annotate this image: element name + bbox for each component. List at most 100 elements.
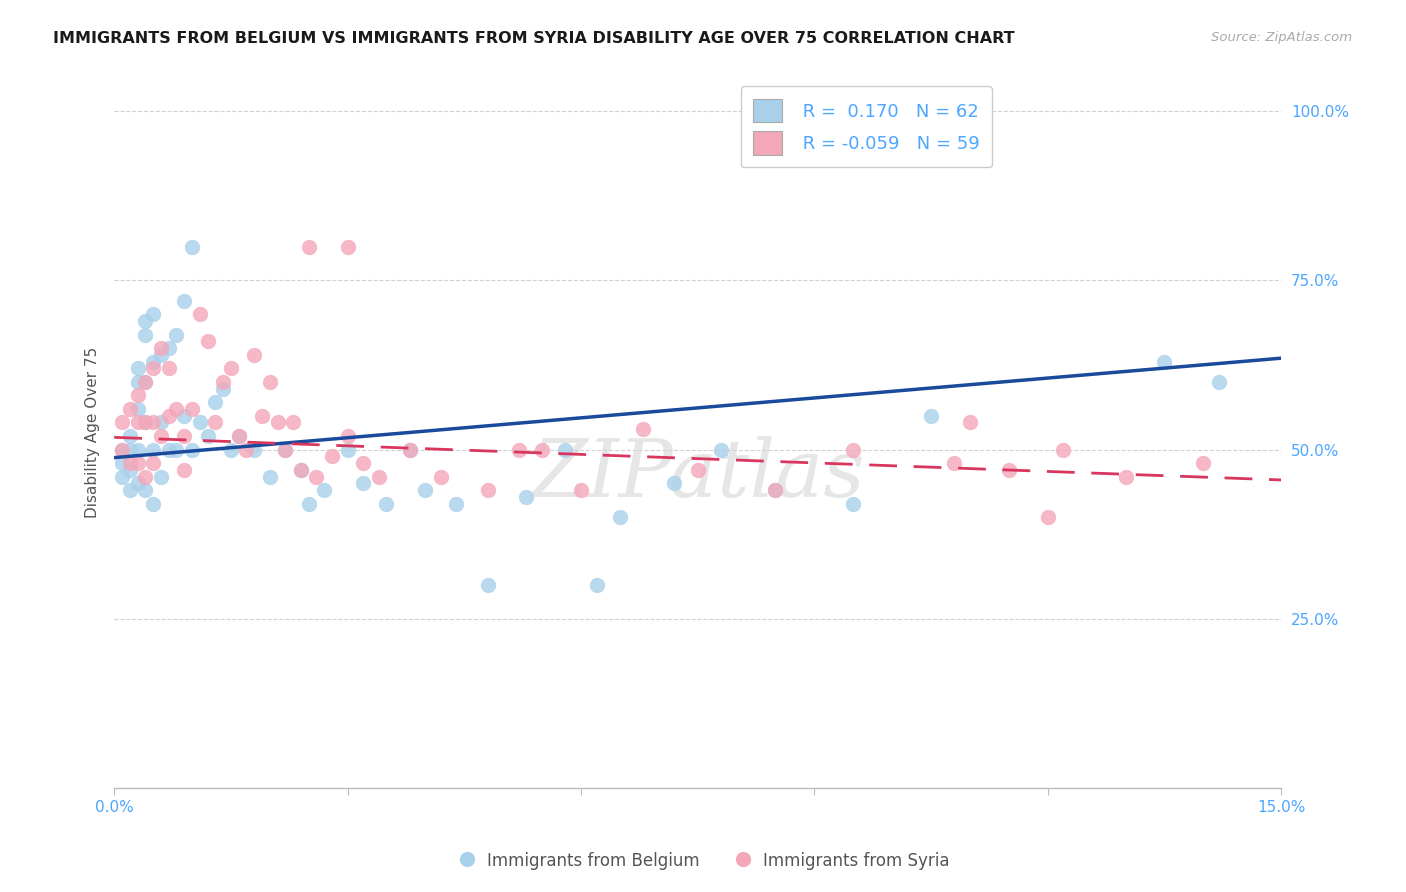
Point bbox=[446, 497, 468, 511]
Point bbox=[842, 497, 865, 511]
Point bbox=[314, 483, 336, 497]
Point bbox=[298, 497, 321, 511]
Point bbox=[204, 395, 226, 409]
Point bbox=[1208, 375, 1230, 389]
Point bbox=[142, 456, 165, 470]
Point bbox=[1153, 354, 1175, 368]
Point bbox=[142, 361, 165, 376]
Point bbox=[188, 307, 211, 321]
Point bbox=[290, 463, 312, 477]
Point bbox=[842, 442, 865, 457]
Point bbox=[149, 416, 172, 430]
Point bbox=[609, 510, 631, 524]
Point bbox=[305, 469, 328, 483]
Point bbox=[1115, 469, 1137, 483]
Point bbox=[134, 469, 156, 483]
Point bbox=[142, 307, 165, 321]
Point bbox=[336, 442, 359, 457]
Point bbox=[336, 239, 359, 253]
Point bbox=[134, 314, 156, 328]
Point bbox=[127, 476, 149, 491]
Point bbox=[111, 442, 134, 457]
Point bbox=[998, 463, 1021, 477]
Point bbox=[250, 409, 273, 423]
Point bbox=[157, 341, 180, 355]
Point bbox=[157, 361, 180, 376]
Point bbox=[554, 442, 576, 457]
Point bbox=[127, 416, 149, 430]
Point bbox=[415, 483, 437, 497]
Point bbox=[118, 483, 141, 497]
Point bbox=[235, 442, 257, 457]
Point bbox=[165, 442, 187, 457]
Point bbox=[281, 416, 304, 430]
Point bbox=[515, 490, 537, 504]
Point bbox=[173, 429, 195, 443]
Point bbox=[1192, 456, 1215, 470]
Point bbox=[173, 463, 195, 477]
Point bbox=[508, 442, 530, 457]
Point bbox=[118, 456, 141, 470]
Point bbox=[118, 429, 141, 443]
Point bbox=[290, 463, 312, 477]
Point bbox=[142, 416, 165, 430]
Point bbox=[118, 463, 141, 477]
Point bbox=[165, 327, 187, 342]
Point bbox=[266, 416, 288, 430]
Point bbox=[212, 375, 235, 389]
Point bbox=[142, 442, 165, 457]
Point bbox=[398, 442, 420, 457]
Point bbox=[569, 483, 592, 497]
Point bbox=[274, 442, 297, 457]
Point bbox=[352, 456, 374, 470]
Point bbox=[142, 354, 165, 368]
Point bbox=[1036, 510, 1059, 524]
Text: IMMIGRANTS FROM BELGIUM VS IMMIGRANTS FROM SYRIA DISABILITY AGE OVER 75 CORRELAT: IMMIGRANTS FROM BELGIUM VS IMMIGRANTS FR… bbox=[53, 31, 1015, 46]
Point bbox=[228, 429, 250, 443]
Point bbox=[149, 429, 172, 443]
Point bbox=[336, 429, 359, 443]
Point bbox=[181, 239, 204, 253]
Point bbox=[765, 483, 787, 497]
Point bbox=[134, 327, 156, 342]
Point bbox=[173, 409, 195, 423]
Point bbox=[127, 401, 149, 416]
Point bbox=[531, 442, 554, 457]
Point bbox=[181, 401, 204, 416]
Point bbox=[142, 497, 165, 511]
Point bbox=[134, 375, 156, 389]
Point bbox=[134, 416, 156, 430]
Point bbox=[188, 416, 211, 430]
Point bbox=[243, 348, 266, 362]
Point bbox=[398, 442, 420, 457]
Point bbox=[943, 456, 966, 470]
Point bbox=[585, 578, 607, 592]
Point bbox=[274, 442, 297, 457]
Point bbox=[430, 469, 453, 483]
Point bbox=[181, 442, 204, 457]
Point bbox=[149, 348, 172, 362]
Point bbox=[173, 293, 195, 308]
Point bbox=[259, 469, 281, 483]
Point bbox=[1052, 442, 1074, 457]
Point bbox=[165, 401, 187, 416]
Point bbox=[664, 476, 686, 491]
Point bbox=[352, 476, 374, 491]
Point bbox=[118, 401, 141, 416]
Text: ZIPatlas: ZIPatlas bbox=[531, 436, 865, 514]
Point bbox=[228, 429, 250, 443]
Text: Source: ZipAtlas.com: Source: ZipAtlas.com bbox=[1212, 31, 1353, 45]
Legend: Immigrants from Belgium, Immigrants from Syria: Immigrants from Belgium, Immigrants from… bbox=[450, 845, 956, 877]
Point bbox=[920, 409, 942, 423]
Point bbox=[157, 409, 180, 423]
Point bbox=[127, 361, 149, 376]
Point bbox=[298, 239, 321, 253]
Point bbox=[477, 578, 499, 592]
Point bbox=[149, 469, 172, 483]
Point bbox=[375, 497, 398, 511]
Point bbox=[134, 483, 156, 497]
Point bbox=[127, 442, 149, 457]
Point bbox=[710, 442, 733, 457]
Point bbox=[127, 388, 149, 402]
Point bbox=[111, 469, 134, 483]
